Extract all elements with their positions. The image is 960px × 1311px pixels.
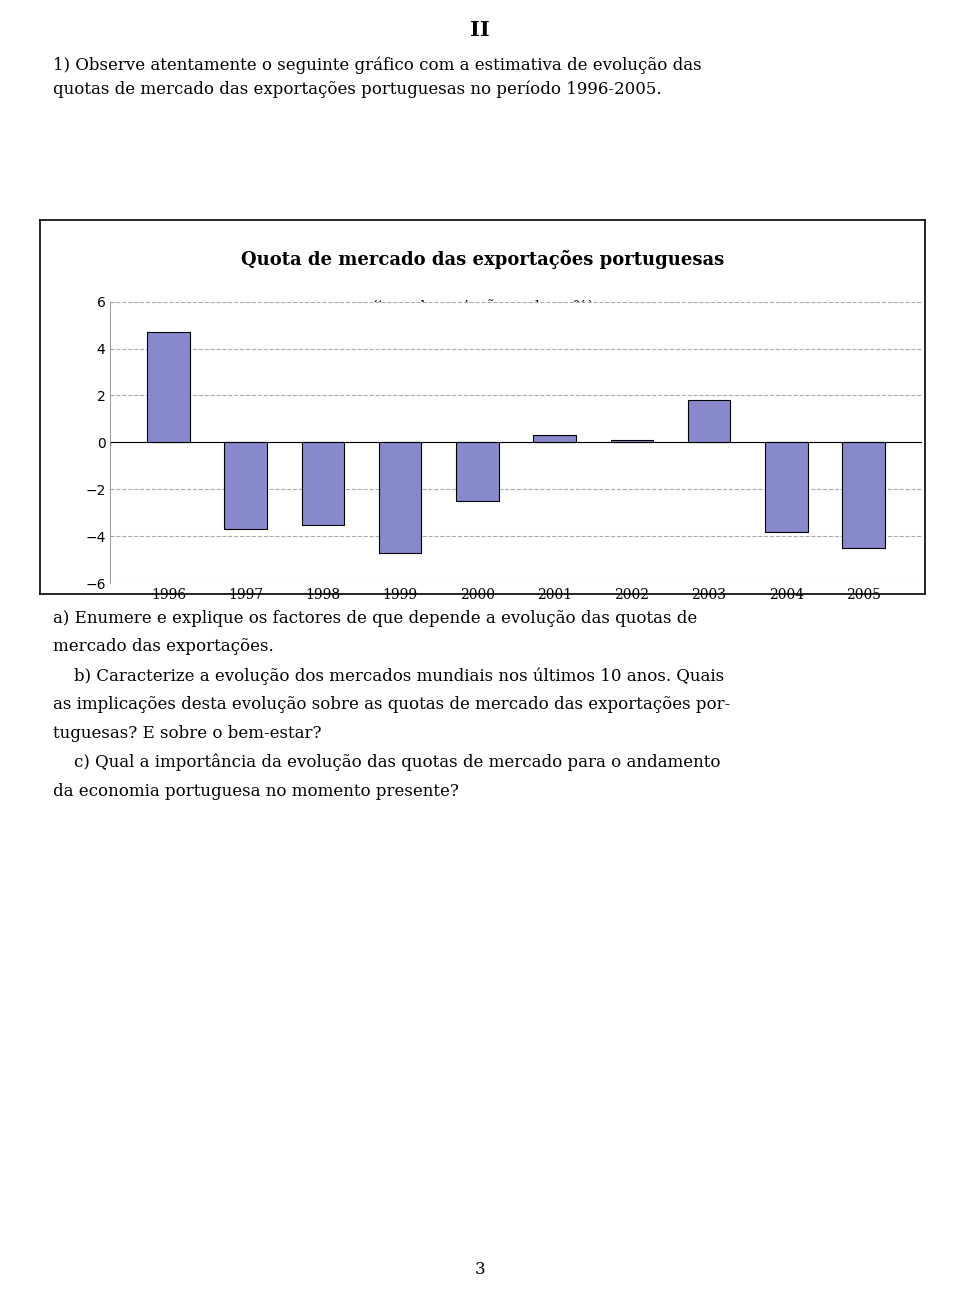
Text: as implicações desta evolução sobre as quotas de mercado das exportações por-: as implicações desta evolução sobre as q… xyxy=(53,696,730,713)
Text: mercado das exportações.: mercado das exportações. xyxy=(53,638,274,656)
Text: da economia portuguesa no momento presente?: da economia portuguesa no momento presen… xyxy=(53,783,459,800)
Bar xyxy=(379,442,421,553)
Bar xyxy=(225,442,267,530)
Bar xyxy=(611,440,653,442)
Bar xyxy=(842,442,885,548)
Text: a) Enumere e explique os factores de que depende a evolução das quotas de: a) Enumere e explique os factores de que… xyxy=(53,610,697,627)
Bar xyxy=(765,442,807,532)
Bar xyxy=(147,332,190,442)
Bar xyxy=(456,442,498,501)
Text: 3: 3 xyxy=(474,1261,486,1278)
Text: tuguesas? E sobre o bem-estar?: tuguesas? E sobre o bem-estar? xyxy=(53,725,322,742)
Text: Fonte: Banco de Portugal: Fonte: Banco de Portugal xyxy=(554,498,714,511)
Text: b) Caracterize a evolução dos mercados mundiais nos últimos 10 anos. Quais: b) Caracterize a evolução dos mercados m… xyxy=(53,667,724,684)
Text: Quota de mercado das exportações portuguesas: Quota de mercado das exportações portugu… xyxy=(241,250,725,269)
Text: II: II xyxy=(470,20,490,39)
Text: c) Qual a importância da evolução das quotas de mercado para o andamento: c) Qual a importância da evolução das qu… xyxy=(53,754,720,771)
Text: (taxa de variação real em %): (taxa de variação real em %) xyxy=(372,299,593,313)
Bar xyxy=(687,400,731,442)
Bar xyxy=(534,435,576,442)
Text: 1) Observe atentamente o seguinte gráfico com a estimativa de evolução das
quota: 1) Observe atentamente o seguinte gráfic… xyxy=(53,56,702,98)
Bar xyxy=(301,442,345,524)
